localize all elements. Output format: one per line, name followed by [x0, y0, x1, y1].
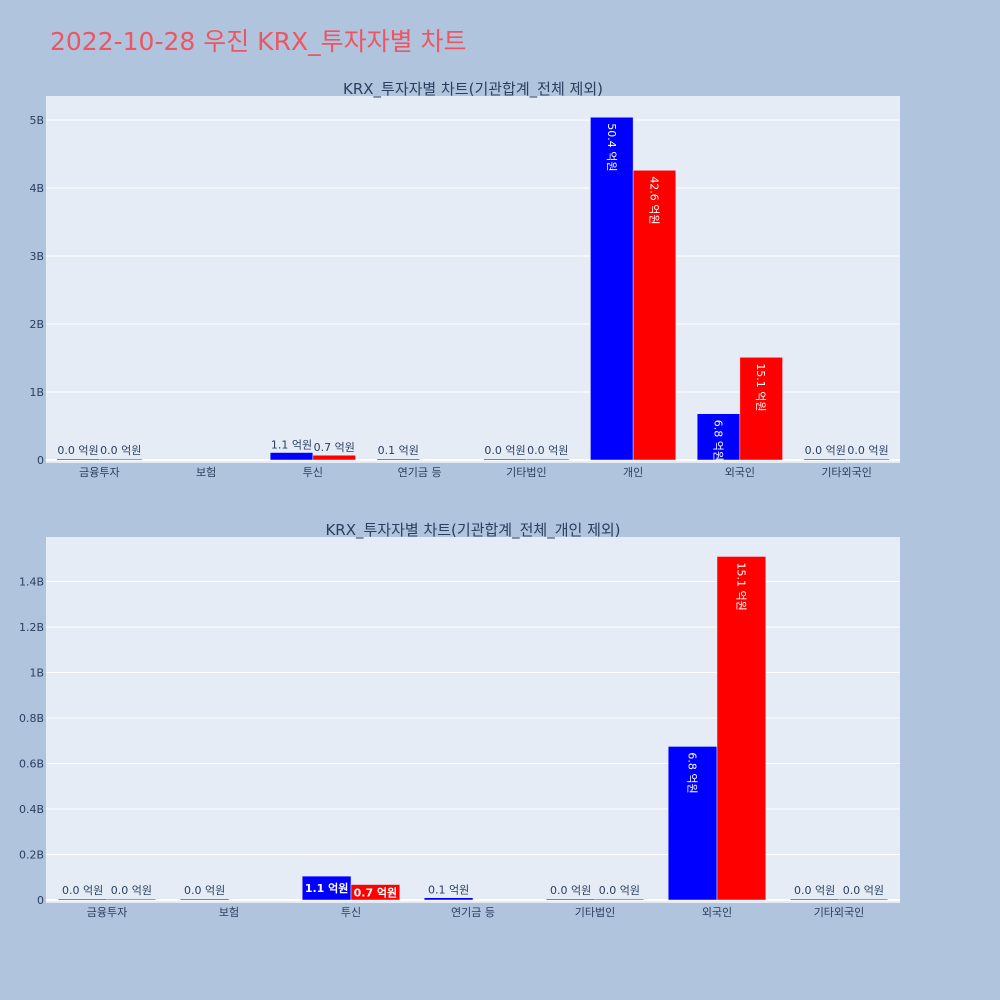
chart-1-bar — [632, 170, 677, 461]
chart-1-x-tick-label: 투신 — [303, 466, 323, 479]
chart-1-bar — [590, 117, 634, 461]
chart-2-bar — [838, 898, 889, 901]
chart-1-data-label: 0.0 억원 — [527, 444, 568, 457]
chart-1-x-tick-label: 금융투자 — [79, 466, 119, 479]
chart-2-y-tick-label: 1.4B — [19, 576, 44, 589]
chart-2-x-tick-label: 보험 — [219, 906, 239, 919]
chart-2-plot-area — [46, 537, 900, 903]
chart-2-data-label: 0.0 억원 — [62, 884, 103, 897]
chart-1-bar — [376, 458, 420, 461]
chart-2-x-tick-label: 연기금 등 — [451, 906, 495, 919]
chart-1-data-label: 0.7 억원 — [314, 441, 355, 454]
chart-1-y-tick-label: 2B — [29, 318, 44, 331]
chart-2-x-tick-label: 투신 — [341, 906, 361, 919]
chart-2-marks: 0 0.2B 0.4B 0.6B 0.8B 1B 1.2B 1.4B 금융투자 0.0 억원 0.0… — [19, 556, 900, 919]
chart-1-y-tick-label: 5B — [29, 114, 44, 127]
chart-2-x-tick-label: 기타외국인 — [814, 906, 865, 919]
chart-1-y-tick-label: 3B — [29, 250, 44, 263]
chart-1-bar — [312, 454, 356, 461]
chart-1-y-tick-label: 4B — [29, 182, 44, 195]
chart-1-x-tick-label: 개인 — [623, 466, 643, 479]
chart-1-data-label: 0.0 억원 — [484, 444, 525, 457]
chart-2-bar — [350, 884, 401, 901]
chart-2-data-label: 0.0 억원 — [184, 884, 225, 897]
chart-1-y-tick-label: 0 — [37, 454, 44, 467]
chart-2-bar — [789, 898, 840, 901]
chart-2-x-tick-label: 금융투자 — [87, 906, 127, 919]
chart-2-y-tick-label: 1.2B — [19, 621, 44, 634]
chart-2-bar — [716, 556, 767, 901]
chart-2-bar — [667, 746, 718, 901]
chart-2-data-label: 0.0 억원 — [599, 884, 640, 897]
chart-1-x-tick-label: 보험 — [196, 466, 216, 479]
chart-2-bar — [57, 898, 108, 901]
chart-2-y-tick-label: 0.2B — [19, 849, 44, 862]
page-title: 2022-10-28 우진 KRX_투자자별 차트 — [50, 27, 467, 56]
chart-1-bar — [696, 413, 741, 461]
chart-2-y-tick-label: 0.8B — [19, 712, 44, 725]
chart-1-bar — [846, 458, 890, 461]
chart-1-bar — [56, 458, 100, 461]
chart-1-x-tick-label: 기타법인 — [506, 466, 546, 479]
chart-1-bar — [739, 357, 783, 461]
chart-2-data-label: 15.1 억원 — [734, 562, 747, 610]
chart-2-data-label: 0.7 억원 — [354, 885, 398, 899]
chart-2-data-label: 0.0 억원 — [794, 884, 835, 897]
chart-2-y-tick-label: 1B — [29, 667, 44, 680]
chart-1-data-label: 0.0 억원 — [100, 444, 141, 457]
chart-2-bar — [594, 898, 645, 901]
chart-1-data-label: 0.1 억원 — [378, 444, 419, 457]
chart-2-data-label: 0.1 억원 — [428, 884, 469, 897]
chart-1-x-tick-label: 외국인 — [725, 466, 755, 479]
chart-1-title: KRX_투자자별 차트(기관합계_전체 제외) — [343, 80, 603, 99]
chart-1-data-label: 1.1 억원 — [271, 439, 312, 452]
chart-1-data-label: 15.1 억원 — [754, 363, 767, 411]
chart-1-bar — [483, 458, 527, 461]
chart-2-data-label: 0.0 억원 — [550, 884, 591, 897]
chart-2-bar — [179, 898, 230, 901]
chart-1-data-label: 6.8 억원 — [712, 420, 725, 461]
chart-2-bar — [106, 898, 157, 901]
chart-1-bar — [269, 452, 314, 461]
chart-2-data-label: 0.0 억원 — [843, 884, 884, 897]
chart-2-title: KRX_투자자별 차트(기관합계_전체_개인 제외) — [325, 521, 620, 540]
chart-2-y-tick-label: 0.6B — [19, 758, 44, 771]
chart-2-y-tick-label: 0.4B — [19, 803, 44, 816]
chart-2-y-tick-label: 0 — [37, 894, 44, 907]
chart-1-x-tick-label: 기타외국인 — [821, 466, 872, 479]
chart-2-bar — [545, 898, 596, 901]
chart-1-bar — [99, 458, 143, 461]
chart-2-bar — [423, 897, 474, 901]
chart-1-data-label: 0.0 억원 — [805, 444, 846, 457]
chart-1-y-tick-label: 1B — [29, 386, 44, 399]
chart-1-bar — [526, 458, 570, 461]
chart-1-data-label: 0.0 억원 — [57, 444, 98, 457]
chart-2-data-label: 0.0 억원 — [111, 884, 152, 897]
chart-2-x-tick-label: 외국인 — [702, 906, 732, 919]
chart-1-data-label: 42.6 억원 — [647, 176, 660, 224]
chart-1-x-tick-label: 연기금 등 — [398, 466, 442, 479]
chart-1-data-label: 50.4 억원 — [605, 123, 618, 171]
chart-1-bar — [803, 458, 847, 461]
chart-2-data-label: 1.1 억원 — [305, 881, 349, 895]
chart-2-x-tick-label: 기타법인 — [575, 906, 615, 919]
chart-1-data-label: 0.0 억원 — [847, 444, 888, 457]
chart-2-data-label: 6.8 억원 — [686, 752, 699, 793]
